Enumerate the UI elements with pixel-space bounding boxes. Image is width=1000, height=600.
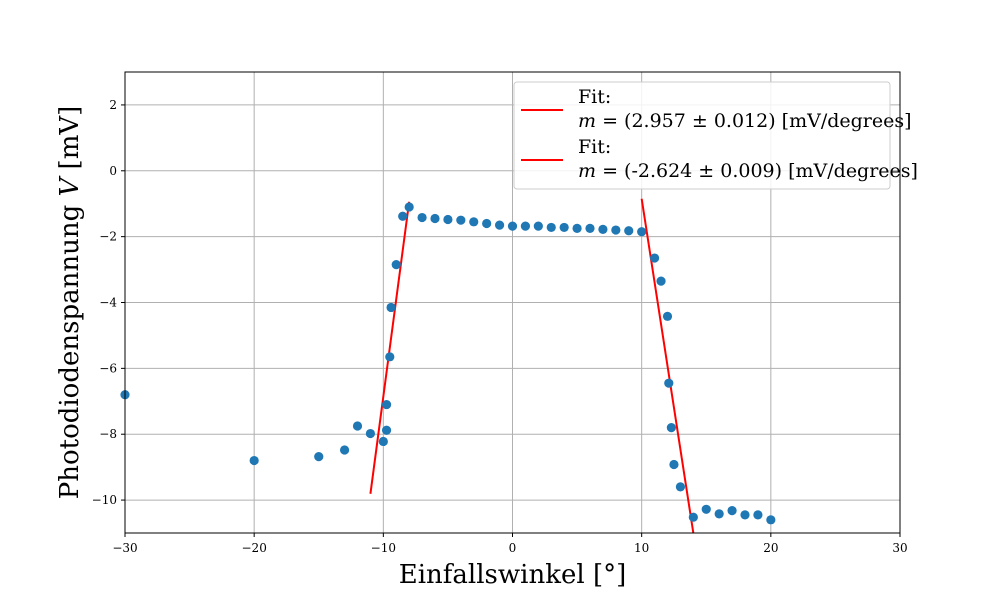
data-point [753,510,763,520]
data-point [430,213,440,224]
x-tick-label: −20 [242,541,267,555]
data-point [314,452,324,462]
data-point [249,455,259,466]
data-point [386,302,396,313]
y-tick-label: −2 [99,230,117,244]
y-axis-label: Photodiodenspannung V [mV] [55,106,85,500]
data-point [378,436,388,447]
y-tick-label: 2 [109,98,117,112]
data-point [443,214,453,225]
data-point [664,378,674,388]
data-point [381,425,392,435]
data-point [381,399,392,410]
data-point [688,512,698,522]
y-tick-label: 0 [109,164,117,178]
data-point [546,222,556,233]
data-point [701,504,711,514]
data-point [714,509,724,519]
x-tick-label: 0 [509,541,517,555]
x-tick-label: 30 [892,541,907,555]
data-point [507,221,518,231]
y-tick-label: −6 [99,361,117,375]
x-axis-label: Einfallswinkel [°] [399,560,626,590]
fit-line-1 [369,201,411,494]
data-point [482,218,492,229]
data-point [598,224,608,234]
data-point [727,506,737,516]
data-point [624,226,634,236]
data-point [456,215,466,225]
data-point [740,510,750,520]
data-point [494,220,505,230]
data-point [385,352,395,362]
x-tick-label: −10 [371,541,396,555]
legend-fit-2-slope: m = (-2.624 ± 0.009) [mV/degrees] [578,160,918,182]
data-point [520,221,531,231]
y-tick-label: −4 [99,296,117,310]
data-point [339,445,350,455]
data-point [766,515,776,525]
data-point [611,225,621,235]
data-point [391,260,401,270]
legend: Fit: m = (2.957 ± 0.012) [mV/degrees] Fi… [513,81,918,190]
data-point [637,227,647,237]
data-point [404,202,414,212]
legend-fit-1-slope: m = (2.957 ± 0.012) [mV/degrees] [578,110,912,132]
data-point [352,421,363,431]
legend-fit-2-title: Fit: [578,136,611,158]
data-point [675,482,686,492]
legend-fit-1-title: Fit: [578,86,611,108]
data-point [649,253,660,263]
data-point [669,459,679,470]
data-point [398,211,408,221]
data-point [417,212,427,223]
data-point [666,423,676,433]
x-tick-label: 10 [634,541,649,555]
data-point [559,222,569,233]
data-points [120,202,776,525]
data-point [656,276,666,286]
y-tick-label: −8 [99,427,117,441]
x-tick-label: 20 [763,541,778,555]
legend-box [513,81,891,190]
data-point [469,217,479,227]
data-point [662,311,673,321]
data-point [572,223,582,234]
fit-lines [369,198,695,534]
data-point [585,223,595,234]
fit-line-2 [640,198,695,534]
data-point [365,428,376,439]
data-point [533,221,543,231]
y-tick-label: −10 [92,493,117,507]
x-tick-label: −30 [112,541,137,555]
